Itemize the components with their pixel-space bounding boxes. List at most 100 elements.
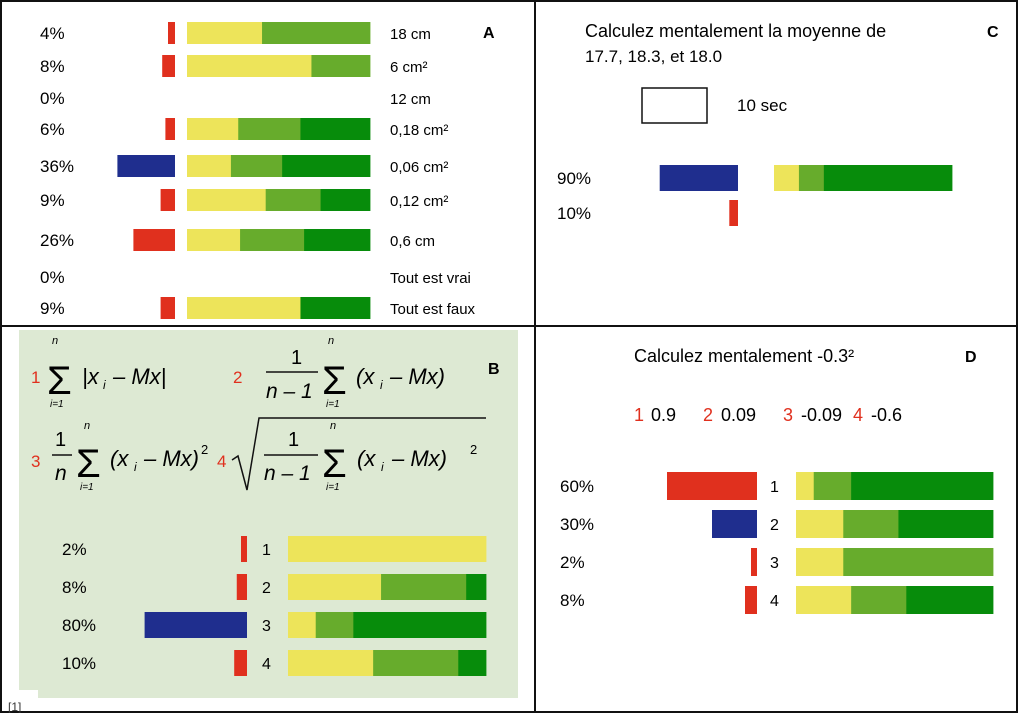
panel-d-question: Calculez mentalement -0.3² xyxy=(634,346,854,366)
confidence-low-segment xyxy=(187,155,232,177)
svg-text:n: n xyxy=(84,420,90,432)
svg-text:i=1: i=1 xyxy=(80,482,94,493)
svg-text:i: i xyxy=(103,378,106,392)
percent-label: 36% xyxy=(40,157,74,176)
answer-label: 4 xyxy=(770,593,779,610)
answer-label: 6 cm² xyxy=(390,59,428,76)
vote-bar xyxy=(117,155,175,177)
vote-bar xyxy=(751,548,757,576)
percent-label: 30% xyxy=(560,515,594,534)
confidence-low-segment xyxy=(796,510,844,538)
panel-b-background-strip xyxy=(38,690,518,698)
svg-text:– Mx|: – Mx| xyxy=(112,364,166,389)
answer-label: 3 xyxy=(262,618,271,635)
confidence-low-segment xyxy=(796,472,815,500)
confidence-high-segment xyxy=(851,472,994,500)
vote-bar xyxy=(667,472,757,500)
answer-label: Tout est vrai xyxy=(390,270,471,287)
confidence-low-segment xyxy=(288,612,317,638)
vote-bar xyxy=(712,510,757,538)
percent-label: 2% xyxy=(62,540,87,559)
svg-text:i: i xyxy=(380,378,383,392)
vote-bar xyxy=(236,574,247,600)
panel-d: 60% 1 30% 2 2% 3 8% 4 xyxy=(560,472,994,614)
vote-bar xyxy=(144,612,247,638)
confidence-mid-segment xyxy=(238,118,301,140)
confidence-low-segment xyxy=(288,536,487,562)
confidence-low-segment xyxy=(796,548,844,576)
answer-label: 0,18 cm² xyxy=(390,122,448,139)
confidence-mid-segment xyxy=(813,472,852,500)
panel-a-letter: A xyxy=(483,25,495,42)
confidence-mid-segment xyxy=(311,55,371,77)
option-3-number: 3 xyxy=(783,405,793,425)
panel-d-options: 1 0.9 2 0.09 3 -0.09 4 -0.6 xyxy=(634,405,902,425)
percent-label: 26% xyxy=(40,231,74,250)
confidence-high-segment xyxy=(282,155,371,177)
confidence-high-segment xyxy=(304,229,371,251)
svg-text:Σ: Σ xyxy=(322,442,347,486)
confidence-high-segment xyxy=(906,586,994,614)
vote-bar xyxy=(745,586,757,614)
percent-label: 0% xyxy=(40,268,65,287)
svg-text:1: 1 xyxy=(55,429,66,451)
confidence-low-segment xyxy=(187,229,241,251)
panel-b-letter: B xyxy=(488,361,500,378)
vote-bar xyxy=(241,536,247,562)
formula-3: 3 1 n n Σ i=1 (x i – Mx) 2 xyxy=(31,420,208,493)
answer-label: 2 xyxy=(770,517,779,534)
vote-bar xyxy=(168,22,175,44)
confidence-low-segment xyxy=(187,55,312,77)
svg-text:Σ: Σ xyxy=(76,442,101,486)
panel-c-letter: C xyxy=(987,24,999,41)
svg-text:2: 2 xyxy=(201,442,208,457)
answer-label: 1 xyxy=(262,542,271,559)
panel-c-question-line2: 17.7, 18.3, et 18.0 xyxy=(585,47,722,66)
answer-label: 0,6 cm xyxy=(390,233,435,250)
formula-2: 2 1 n – 1 n Σ i=1 (x i – Mx) xyxy=(233,335,445,410)
panel-c-timer: 10 sec xyxy=(737,96,788,115)
percent-label: 8% xyxy=(62,578,87,597)
panel-c-question-line1: Calculez mentalement la moyenne de xyxy=(585,21,886,41)
panel-d-letter: D xyxy=(965,349,977,366)
confidence-mid-segment xyxy=(230,155,283,177)
percent-label: 0% xyxy=(40,89,65,108)
percent-label: 90% xyxy=(557,169,591,188)
confidence-mid-segment xyxy=(262,22,371,44)
percent-label: 9% xyxy=(40,299,65,318)
percent-label: 9% xyxy=(40,191,65,210)
panel-b: 2% 1 8% 2 80% 3 10% 4 xyxy=(62,536,487,676)
percent-label: 10% xyxy=(557,204,591,223)
confidence-high-segment xyxy=(458,650,487,676)
percent-label: 80% xyxy=(62,616,96,635)
confidence-high-segment xyxy=(353,612,487,638)
confidence-high-segment xyxy=(320,189,371,211)
svg-text:n – 1: n – 1 xyxy=(264,462,311,485)
confidence-mid-segment xyxy=(843,510,899,538)
percent-label: 2% xyxy=(560,553,585,572)
answer-label: 18 cm xyxy=(390,26,431,43)
answer-label: Tout est faux xyxy=(390,301,476,318)
svg-text:n – 1: n – 1 xyxy=(266,380,313,403)
confidence-mid-segment xyxy=(265,189,321,211)
confidence-high-segment xyxy=(300,118,371,140)
svg-text:i=1: i=1 xyxy=(326,399,340,410)
svg-text:n: n xyxy=(55,462,67,485)
confidence-high-segment xyxy=(823,165,953,191)
formula-3-number: 3 xyxy=(31,452,40,471)
formula-2-number: 2 xyxy=(233,368,242,387)
option-3-value: -0.09 xyxy=(801,405,842,425)
svg-text:i: i xyxy=(134,460,137,474)
answer-label: 0,06 cm² xyxy=(390,159,448,176)
confidence-low-segment xyxy=(288,574,382,600)
formula-4: 4 1 n – 1 n Σ i=1 (x i – Mx) 2 xyxy=(217,417,486,493)
svg-text:i=1: i=1 xyxy=(326,482,340,493)
vote-bar xyxy=(162,55,175,77)
confidence-low-segment xyxy=(187,22,263,44)
option-1-value: 0.9 xyxy=(651,405,676,425)
confidence-mid-segment xyxy=(315,612,354,638)
percent-label: 10% xyxy=(62,654,96,673)
answer-label: 0,12 cm² xyxy=(390,193,448,210)
